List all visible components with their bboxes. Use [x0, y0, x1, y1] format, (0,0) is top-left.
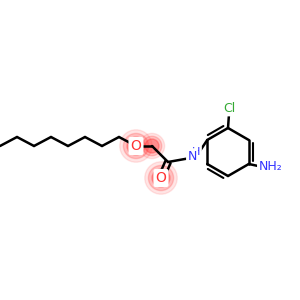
Text: N: N — [187, 149, 197, 163]
Text: O: O — [130, 139, 141, 153]
Circle shape — [123, 134, 148, 159]
Circle shape — [145, 139, 159, 153]
Text: NH₂: NH₂ — [259, 160, 283, 173]
Text: H: H — [192, 147, 200, 157]
Circle shape — [145, 162, 177, 194]
Circle shape — [152, 169, 170, 187]
Circle shape — [148, 165, 174, 190]
Circle shape — [120, 130, 152, 162]
Text: O: O — [156, 171, 167, 185]
Circle shape — [140, 134, 165, 159]
Text: Cl: Cl — [223, 101, 235, 115]
Circle shape — [127, 137, 145, 155]
Circle shape — [142, 136, 162, 156]
